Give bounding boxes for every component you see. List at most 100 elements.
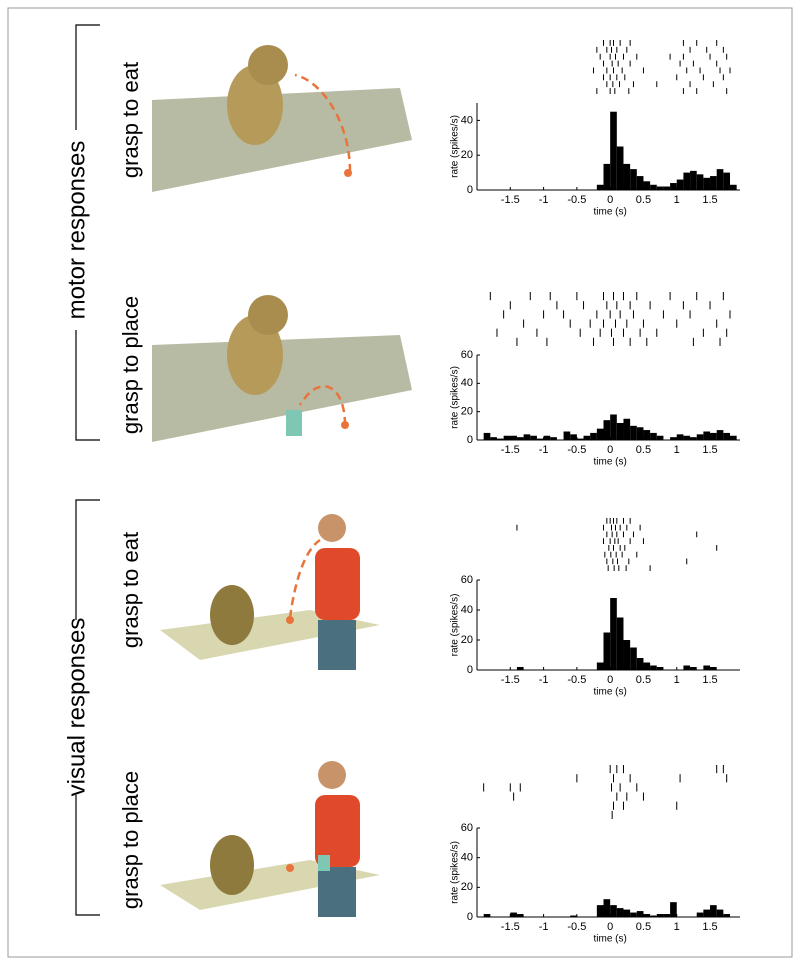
bar: [636, 176, 644, 190]
group-label: motor responses: [63, 141, 90, 320]
bar: [703, 909, 711, 917]
bar: [616, 617, 624, 670]
x-tick-label: -1: [539, 444, 549, 456]
bar: [716, 169, 724, 190]
x-axis-label: time (s): [593, 207, 626, 218]
y-tick-label: 60: [461, 349, 473, 361]
bar: [630, 169, 637, 190]
illustration: [152, 295, 412, 442]
bar: [723, 914, 731, 917]
bar: [670, 437, 677, 440]
bar: [610, 111, 617, 190]
y-tick-label: 20: [461, 634, 473, 646]
bar: [543, 435, 551, 440]
bar: [603, 899, 611, 917]
x-tick-label: 1.5: [702, 674, 717, 686]
y-axis-label: rate (spikes/s): [450, 841, 461, 904]
bar: [490, 437, 497, 440]
bar: [570, 434, 577, 440]
x-tick-label: 0: [607, 194, 613, 206]
y-tick-label: 0: [467, 664, 473, 676]
bar: [650, 432, 657, 440]
bar: [623, 418, 631, 440]
bar: [703, 431, 711, 440]
bar: [696, 434, 704, 440]
bar: [730, 435, 737, 440]
row-label: grasp to place: [118, 296, 143, 434]
brackets: [75, 24, 100, 916]
x-tick-label: -1: [539, 921, 549, 933]
bar: [650, 915, 657, 917]
frame: [7, 7, 793, 958]
bar: [610, 598, 617, 670]
bar: [703, 665, 711, 670]
bar: [690, 170, 697, 190]
bar: [483, 432, 491, 440]
bar: [496, 438, 504, 440]
x-tick-label: -0.5: [567, 674, 586, 686]
row-label: grasp to place: [118, 771, 143, 909]
bar: [603, 163, 611, 190]
bar: [596, 428, 604, 440]
bar: [683, 172, 691, 190]
y-tick-label: 40: [461, 852, 473, 864]
x-tick-label: -1: [539, 674, 549, 686]
bar: [663, 914, 671, 917]
y-axis-label: rate (spikes/s): [450, 366, 461, 429]
y-tick-label: 0: [467, 911, 473, 923]
y-tick-label: 20: [461, 149, 473, 161]
y-tick-label: 20: [461, 881, 473, 893]
bar: [716, 430, 724, 440]
y-tick-label: 40: [461, 604, 473, 616]
bar: [650, 184, 657, 190]
bar: [656, 435, 664, 440]
bar: [623, 640, 631, 670]
bar: [656, 667, 664, 670]
bracket: [75, 330, 100, 441]
bar: [710, 432, 717, 440]
bar: [636, 427, 644, 440]
bar: [670, 183, 677, 190]
x-tick-label: 1.5: [702, 444, 717, 456]
bar: [730, 184, 737, 190]
x-axis-label: time (s): [593, 687, 626, 698]
bar: [710, 905, 717, 917]
x-tick-label: -1.5: [501, 674, 520, 686]
bracket: [75, 795, 100, 916]
group-label: visual responses: [63, 618, 90, 797]
y-tick-label: 0: [467, 434, 473, 446]
x-tick-label: 1: [674, 674, 680, 686]
bar: [663, 186, 671, 190]
bar: [596, 905, 604, 917]
bar: [723, 432, 731, 440]
bar: [636, 911, 644, 917]
x-tick-label: 1.5: [702, 194, 717, 206]
x-tick-label: 0: [607, 674, 613, 686]
bar: [703, 177, 711, 190]
x-tick-label: 1: [674, 444, 680, 456]
bar: [483, 914, 491, 917]
bar: [616, 423, 624, 440]
bar: [616, 908, 624, 917]
bar: [603, 420, 611, 440]
bar: [536, 438, 544, 440]
bar: [676, 179, 684, 190]
x-tick-label: 0.5: [636, 674, 651, 686]
bar: [516, 437, 524, 440]
row-label: grasp to eat: [118, 532, 143, 648]
x-tick-label: 1: [674, 194, 680, 206]
bar: [630, 912, 637, 917]
bar: [530, 435, 537, 440]
y-tick-label: 40: [461, 377, 473, 389]
bar: [563, 431, 571, 440]
illustration: [160, 761, 380, 917]
bar: [610, 905, 617, 917]
bar: [503, 435, 511, 440]
y-axis-label: rate (spikes/s): [450, 115, 461, 178]
bar: [616, 146, 624, 190]
bar: [550, 437, 557, 440]
bar: [590, 432, 597, 440]
bar: [710, 667, 717, 670]
bar: [576, 438, 584, 440]
bar: [583, 435, 591, 440]
